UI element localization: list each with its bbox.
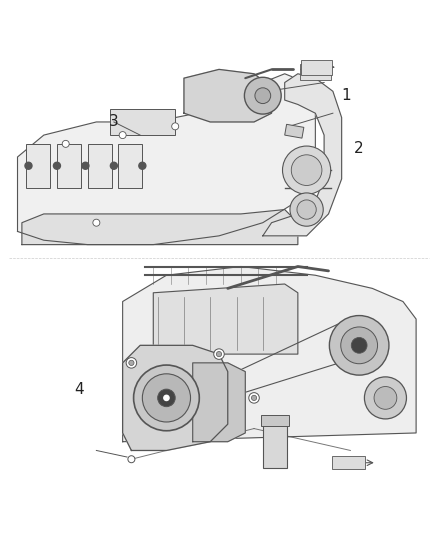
Circle shape	[297, 200, 316, 219]
Circle shape	[329, 316, 389, 375]
Text: 4: 4	[74, 382, 84, 397]
Circle shape	[255, 88, 271, 103]
Circle shape	[110, 162, 117, 169]
Circle shape	[82, 162, 89, 169]
Circle shape	[214, 349, 224, 359]
Bar	[57, 144, 81, 188]
Circle shape	[374, 386, 397, 409]
Polygon shape	[18, 74, 315, 245]
FancyBboxPatch shape	[300, 64, 331, 80]
Circle shape	[364, 377, 406, 419]
Text: 2: 2	[354, 141, 364, 156]
Circle shape	[244, 77, 281, 114]
Polygon shape	[123, 266, 416, 442]
Circle shape	[341, 327, 378, 364]
Polygon shape	[263, 74, 342, 236]
Circle shape	[119, 132, 126, 139]
Circle shape	[93, 219, 100, 226]
Circle shape	[134, 365, 199, 431]
Bar	[110, 109, 175, 135]
Polygon shape	[153, 284, 298, 354]
Circle shape	[25, 162, 32, 169]
Circle shape	[62, 140, 69, 147]
Bar	[88, 144, 112, 188]
Bar	[26, 144, 50, 188]
Bar	[285, 124, 304, 138]
Circle shape	[158, 389, 175, 407]
FancyBboxPatch shape	[301, 60, 332, 75]
Bar	[261, 415, 289, 426]
Circle shape	[164, 395, 169, 400]
Circle shape	[251, 395, 257, 400]
FancyBboxPatch shape	[332, 456, 365, 469]
Circle shape	[129, 360, 134, 366]
Polygon shape	[22, 209, 298, 245]
Circle shape	[126, 358, 137, 368]
Bar	[263, 424, 287, 468]
Text: 3: 3	[109, 115, 119, 130]
Circle shape	[139, 162, 146, 169]
Circle shape	[216, 351, 222, 357]
Text: 1: 1	[341, 88, 351, 103]
Circle shape	[283, 146, 331, 194]
Circle shape	[290, 193, 323, 226]
Polygon shape	[193, 363, 245, 442]
Circle shape	[172, 123, 179, 130]
Circle shape	[128, 456, 135, 463]
Circle shape	[249, 393, 259, 403]
Bar	[118, 144, 142, 188]
Circle shape	[142, 374, 191, 422]
Circle shape	[351, 337, 367, 353]
Circle shape	[291, 155, 322, 185]
Polygon shape	[123, 345, 228, 450]
Polygon shape	[184, 69, 272, 122]
Circle shape	[53, 162, 60, 169]
